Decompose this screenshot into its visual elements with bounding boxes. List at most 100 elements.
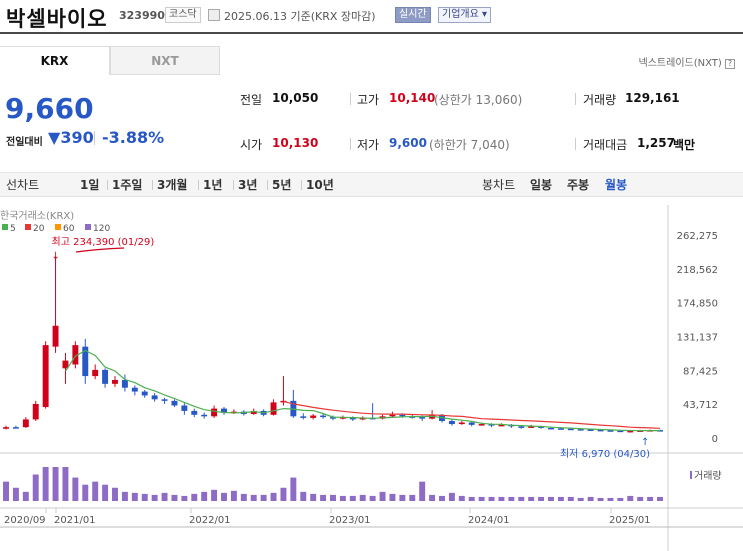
period-option-7[interactable]: 10년 [306,178,334,192]
period-separator [233,180,234,190]
volume-bar [42,467,49,501]
candle-option-0[interactable]: 봉차트 [482,178,516,192]
x-axis-tick: 2022/01 [189,515,231,526]
volume-bar [498,496,505,501]
volume-bar [22,491,29,501]
volume-bar [409,494,416,501]
volume-bar [657,496,663,501]
min-arrow-icon: ↑ [641,437,649,448]
volume-bar [72,477,79,501]
period-separator [301,180,302,190]
period-option-1[interactable]: 1일 [80,178,100,192]
candle-body [320,415,327,418]
volume-bar [300,491,307,501]
legend-swatch [25,224,31,230]
ma20-line [283,401,661,429]
market-tag: 코스닥 [165,7,201,23]
candle-body [32,403,39,420]
volume-bar [32,474,39,501]
candle-body [488,424,495,426]
chart-source-label: 한국거래소(KRX) [0,210,74,222]
prev-close-label: 전일 [240,93,263,107]
period-option-3[interactable]: 3개월 [157,178,188,192]
candle-body [171,400,178,406]
nxt-link-label: 넥스트레이드(NXT) [638,58,722,69]
volume-bar [280,487,287,501]
volume-bar [121,491,128,501]
stock-header: 박셀바이오 323990 코스닥 2025.06.13 기준(KRX 장마감) … [0,0,743,32]
candle-body [12,427,19,429]
period-option-6[interactable]: 5년 [272,178,292,192]
candle-body [250,410,257,415]
volume-bar [12,487,19,501]
candle-body [330,417,336,419]
volume-bar [349,495,356,501]
amount-value: 1,257 [637,136,675,150]
stat-separator [575,138,576,150]
candle-body [468,422,475,425]
company-overview-button[interactable]: 기업개요 ▾ [438,7,492,23]
realtime-button[interactable]: 실시간 [395,7,431,23]
period-option-4[interactable]: 1년 [203,178,223,192]
candle-option-1[interactable]: 일봉 [530,178,553,192]
current-price: 9,660 [5,92,94,125]
date-text: 2025.06.13 기준(KRX 장마감) [224,10,376,23]
volume-bar [429,494,436,501]
tab-krx[interactable]: KRX [0,46,110,75]
tab-nxt[interactable]: NXT [110,46,220,75]
volume-bar [310,493,317,501]
x-axis-tick: 2021/01 [54,515,96,526]
nxt-link[interactable]: 넥스트레이드(NXT) ? [639,54,735,69]
legend-label: 60 [63,224,75,234]
x-axis-tick: 2025/01 [609,515,651,526]
candle-body [221,408,227,413]
volume-bar [250,494,257,501]
volume-bar [320,494,327,501]
low-label: 저가 [357,138,380,152]
candle-body [310,415,317,418]
change-divider [94,131,95,145]
y-axis-tick: 218,562 [677,265,718,276]
volume-bar [637,496,644,501]
volume-bar [102,484,109,501]
volume-bar [548,496,554,501]
volume-bar [161,492,168,501]
candle-body [389,414,396,417]
candle-body [448,420,455,425]
min-annotation: 최저 6,970 (04/30) [560,448,650,460]
volume-bar [528,496,535,501]
candle-body [617,430,624,433]
help-icon: ? [725,59,735,69]
volume-bar [399,494,406,501]
volume-bar [221,492,227,501]
volume-bar [260,494,267,501]
y-axis-tick: 43,712 [683,400,718,411]
max-underline [75,247,125,253]
volume-bar [359,494,366,501]
candle-body [141,391,148,396]
volume-bar [538,496,545,501]
candle-body [112,379,118,384]
candle-option-3[interactable]: 월봉 [605,178,628,192]
y-axis-tick: 174,850 [677,299,718,310]
candle-body [280,400,287,403]
y-axis-tick: 131,137 [677,333,718,344]
candle-body [528,426,535,428]
candle-body [548,427,554,430]
volume-bar [181,495,188,501]
change-percent: -3.88% [102,128,165,147]
high-value: 10,140 [389,91,436,105]
volume-bar [577,497,584,501]
period-option-2[interactable]: 1주일 [112,178,143,192]
change-label: 전일대비 [6,137,43,148]
period-option-0[interactable]: 선차트 [6,178,40,192]
candle-option-2[interactable]: 주봉 [567,178,590,192]
volume-label: 거래량 [694,470,722,482]
down-triangle-icon: ▼ [48,128,61,147]
volume-bar [627,495,634,501]
amount-label: 거래대금 [583,138,628,152]
prev-close-value: 10,050 [272,91,319,105]
candle-body [498,424,505,427]
stock-name: 박셀바이오 [6,7,108,31]
period-option-5[interactable]: 3년 [238,178,258,192]
